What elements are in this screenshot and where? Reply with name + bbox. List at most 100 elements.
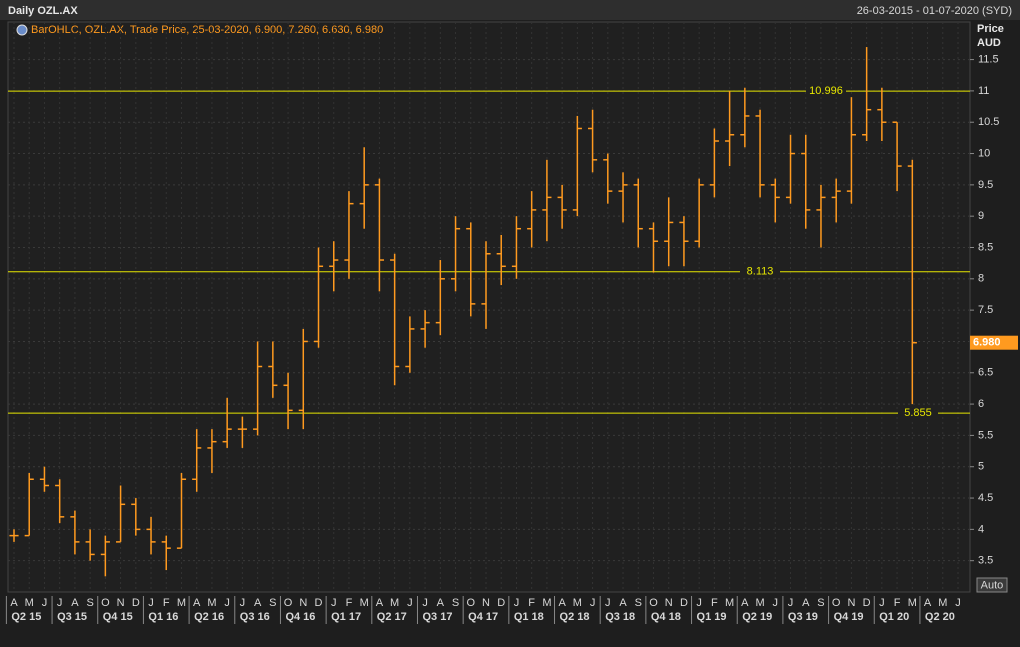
x-tick-label: J (605, 597, 611, 609)
chart-title: Daily OZL.AX (8, 5, 78, 17)
x-tick-label: J (422, 597, 428, 609)
x-tick-label: O (649, 597, 658, 609)
x-tick-label: M (908, 597, 917, 609)
horizontal-line-label: 10.996 (809, 85, 843, 97)
x-tick-label: A (376, 597, 384, 609)
y-tick-label: 11.5 (978, 53, 999, 65)
auto-button[interactable] (976, 577, 1008, 593)
x-tick-label: S (86, 597, 93, 609)
date-range: 26-03-2015 - 01-07-2020 (SYD) (857, 5, 1012, 17)
x-tick-label: M (755, 597, 764, 609)
horizontal-line-label: 8.113 (747, 266, 774, 278)
plot-area (7, 21, 971, 593)
x-tick-label: J (224, 597, 230, 609)
quarter-label: Q3 18 (605, 611, 635, 623)
x-tick-label: N (847, 597, 855, 609)
quarter-label: Q2 19 (742, 611, 772, 623)
x-tick-label: M (725, 597, 734, 609)
y-tick-label: 9.5 (978, 179, 993, 191)
x-tick-label: D (680, 597, 688, 609)
y-tick-label: 8 (978, 273, 984, 285)
horizontal-line-label-bg (740, 265, 780, 278)
last-price-label: 6.980 (973, 337, 1001, 349)
x-tick-label: A (193, 597, 201, 609)
quarter-label: Q1 16 (148, 611, 178, 623)
x-tick-label: S (269, 597, 276, 609)
x-tick-label: N (117, 597, 125, 609)
chart-layer: 3.544.555.566.577.588.599.51010.51111.5A… (5, 22, 1018, 624)
x-tick-label: A (254, 597, 262, 609)
x-tick-label: M (573, 597, 582, 609)
x-tick-label: O (284, 597, 293, 609)
x-tick-label: J (514, 597, 520, 609)
quarter-label: Q4 16 (285, 611, 315, 623)
x-tick-label: A (741, 597, 749, 609)
quarter-label: Q4 19 (834, 611, 864, 623)
y-tick-label: 4 (978, 523, 984, 535)
x-tick-label: F (711, 597, 718, 609)
x-tick-label: S (452, 597, 459, 609)
x-tick-label: A (619, 597, 627, 609)
x-tick-label: N (299, 597, 307, 609)
y-tick-label: 4.5 (978, 492, 993, 504)
x-tick-label: F (163, 597, 170, 609)
x-tick-label: D (863, 597, 871, 609)
auto-button-label[interactable]: Auto (981, 579, 1004, 591)
x-tick-label: J (240, 597, 246, 609)
y-tick-label: 6 (978, 398, 984, 410)
y-tick-label: 11 (978, 85, 989, 97)
quarter-label: Q2 18 (560, 611, 590, 623)
quarter-label: Q2 20 (925, 611, 955, 623)
y-tick-label: 10.5 (978, 116, 999, 128)
quarter-label: Q3 19 (788, 611, 818, 623)
x-tick-label: M (390, 597, 399, 609)
x-tick-label: A (71, 597, 79, 609)
x-tick-label: D (315, 597, 323, 609)
y-label: AUD (977, 37, 1001, 49)
horizontal-line-label-bg (898, 407, 938, 420)
quarter-label: Q1 18 (514, 611, 544, 623)
x-tick-label: A (10, 597, 18, 609)
x-tick-label: N (482, 597, 490, 609)
x-tick-label: M (207, 597, 216, 609)
x-tick-label: J (696, 597, 702, 609)
x-tick-label: A (558, 597, 566, 609)
y-tick-label: 8.5 (978, 241, 993, 253)
horizontal-line-label: 5.855 (904, 407, 932, 419)
quarter-label: Q3 17 (422, 611, 452, 623)
y-tick-label: 7.5 (978, 304, 993, 316)
horizontal-line-label-bg (806, 85, 846, 98)
x-tick-label: A (924, 597, 932, 609)
x-tick-label: J (42, 597, 48, 609)
legend-text: BarOHLC, OZL.AX, Trade Price, 25-03-2020… (31, 24, 383, 36)
x-tick-label: J (148, 597, 154, 609)
x-tick-label: A (437, 597, 445, 609)
x-tick-label: N (665, 597, 673, 609)
x-tick-label: O (832, 597, 841, 609)
x-tick-label: O (101, 597, 110, 609)
quarter-label: Q1 19 (697, 611, 727, 623)
x-tick-label: J (57, 597, 63, 609)
legend-icon (16, 24, 28, 36)
y-tick-label: 5 (978, 461, 984, 473)
y-tick-label: 3.5 (978, 555, 993, 567)
x-tick-label: J (788, 597, 794, 609)
x-tick-label: F (528, 597, 535, 609)
x-tick-label: F (346, 597, 353, 609)
x-tick-label: M (542, 597, 551, 609)
quarter-label: Q4 17 (468, 611, 498, 623)
x-tick-label: M (177, 597, 186, 609)
x-tick-label: J (955, 597, 961, 609)
x-tick-label: J (331, 597, 337, 609)
quarter-label: Q1 20 (879, 611, 909, 623)
quarter-label: Q1 17 (331, 611, 361, 623)
x-tick-label: J (773, 597, 779, 609)
quarter-label: Q2 16 (194, 611, 224, 623)
x-tick-label: M (938, 597, 947, 609)
x-tick-label: A (802, 597, 810, 609)
quarter-label: Q2 17 (377, 611, 407, 623)
quarter-label: Q4 15 (103, 611, 133, 623)
x-tick-label: F (894, 597, 901, 609)
quarter-label: Q4 18 (651, 611, 681, 623)
